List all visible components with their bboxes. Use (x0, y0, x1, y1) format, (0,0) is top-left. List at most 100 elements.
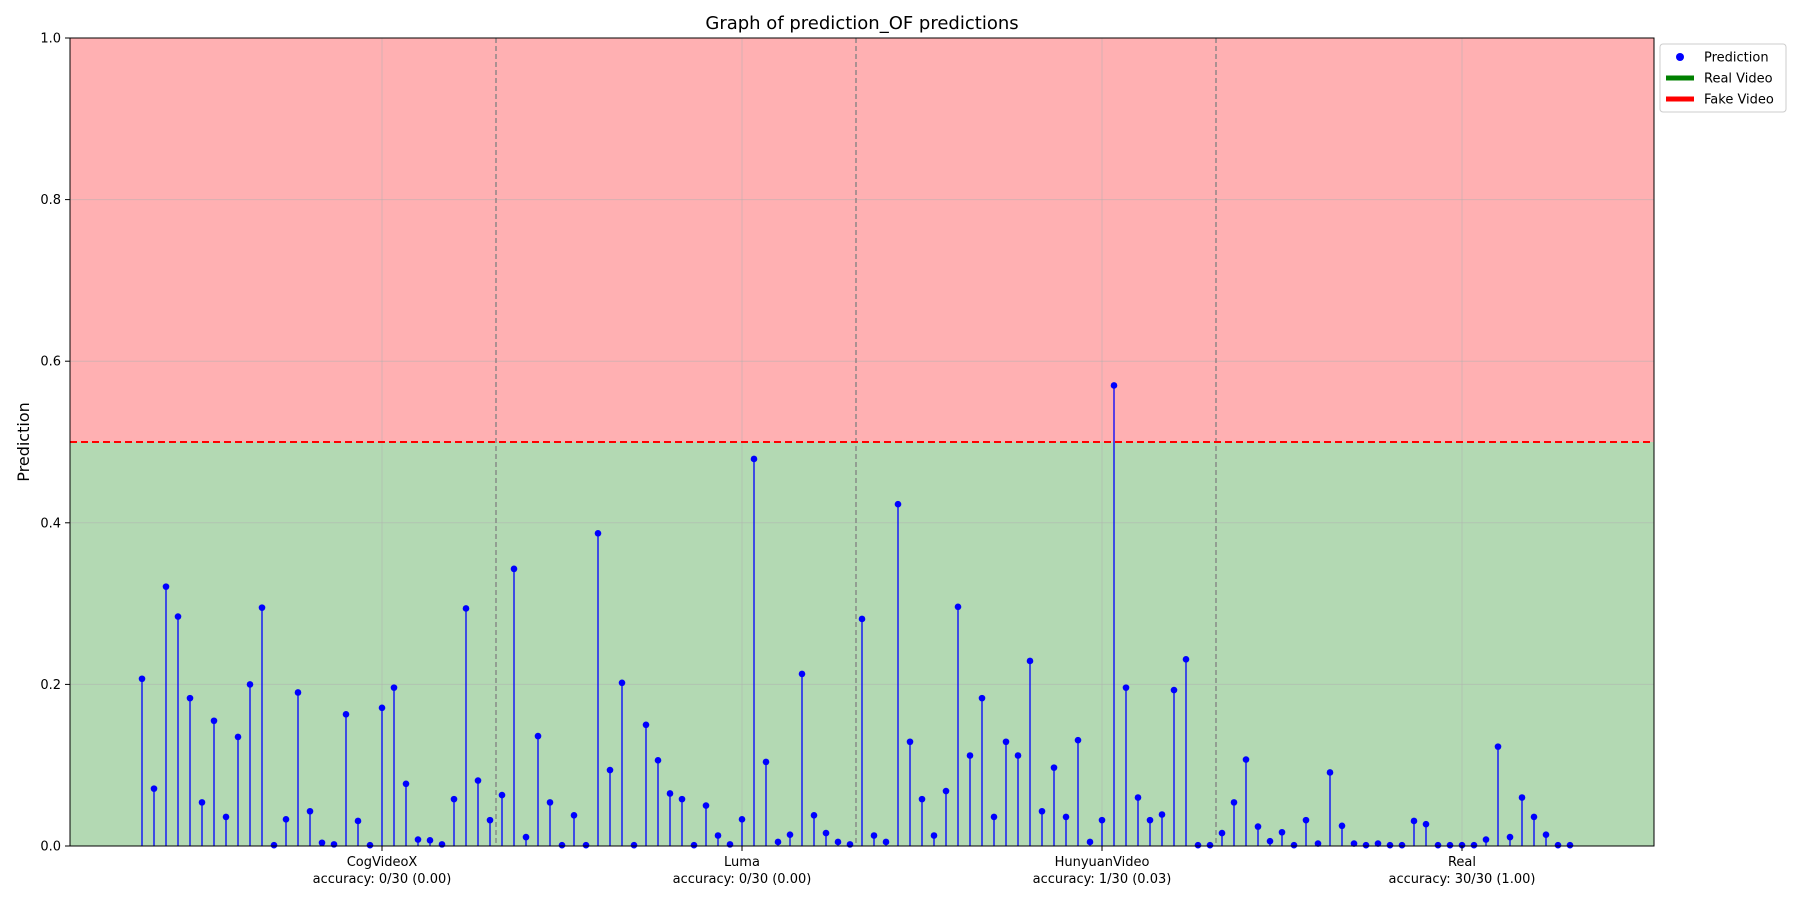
prediction-point (174, 613, 182, 620)
prediction-point (978, 694, 986, 702)
prediction-point (618, 679, 626, 687)
fake-video-region (70, 38, 1654, 442)
prediction-point (1530, 813, 1538, 821)
x-tick-group-name: HunyuanVideo (1055, 855, 1150, 870)
prediction-point (1074, 736, 1082, 744)
y-tick-label: 0.4 (40, 516, 61, 531)
plot-frame (69, 37, 1655, 847)
prediction-point (654, 757, 662, 764)
prediction-point (1398, 841, 1406, 849)
prediction-point (810, 811, 818, 819)
prediction-point (1206, 841, 1214, 849)
prediction-point (966, 752, 974, 759)
prediction-point (414, 836, 422, 843)
prediction-point (594, 530, 602, 537)
prediction-point (1290, 841, 1298, 849)
y-axis-label: Prediction (14, 402, 33, 481)
prediction-point (894, 500, 902, 508)
prediction-point (222, 813, 230, 821)
prediction-point (510, 565, 518, 573)
prediction-point (918, 795, 926, 803)
prediction-point (1110, 382, 1118, 389)
prediction-point (1374, 840, 1382, 847)
prediction-point (486, 816, 494, 824)
prediction-point (1518, 794, 1526, 801)
prediction-point (270, 841, 278, 849)
y-axis-ticks: 0.0 0.2 0.4 0.6 0.8 1.0 (40, 32, 70, 855)
prediction-point (1302, 816, 1310, 824)
prediction-point (1494, 743, 1502, 750)
prediction-point (1266, 837, 1274, 845)
prediction-point (546, 799, 554, 806)
prediction-point (822, 829, 830, 837)
y-tick-label: 0.8 (40, 193, 61, 208)
prediction-point (762, 758, 770, 766)
prediction-point (1470, 841, 1478, 849)
prediction-point (690, 841, 698, 849)
prediction-point (606, 766, 614, 774)
prediction-point (1254, 823, 1262, 830)
prediction-point (246, 681, 254, 688)
prediction-point (234, 733, 242, 741)
prediction-point (1026, 657, 1034, 665)
prediction-point (954, 603, 962, 611)
prediction-point (942, 787, 950, 795)
prediction-point (378, 704, 386, 712)
prediction-point (1230, 799, 1238, 806)
prediction-point (354, 817, 362, 825)
prediction-point (1038, 807, 1046, 815)
prediction-point (786, 831, 794, 838)
legend-box (1659, 43, 1787, 113)
prediction-point (1158, 811, 1166, 818)
y-tick-label: 0.0 (40, 840, 61, 855)
prediction-point (330, 841, 338, 848)
prediction-point (1182, 656, 1190, 663)
prediction-point (1050, 764, 1058, 771)
prediction-points (138, 382, 1574, 849)
prediction-point (426, 837, 434, 844)
prediction-point (162, 583, 170, 590)
prediction-point (150, 785, 158, 792)
prediction-point (342, 710, 350, 718)
prediction-point (474, 777, 482, 784)
x-tick-group-name: Real (1448, 855, 1476, 870)
prediction-point (1350, 840, 1358, 847)
prediction-point (1338, 822, 1346, 830)
x-tick-group-name: Luma (724, 855, 760, 870)
prediction-point (1362, 841, 1370, 849)
legend-label: Prediction (1704, 51, 1769, 66)
prediction-point (846, 841, 854, 848)
prediction-point (774, 838, 782, 846)
prediction-point (366, 841, 374, 849)
prediction-point (210, 717, 218, 725)
prediction-point (738, 816, 746, 823)
prediction-point (990, 813, 998, 821)
prediction-point (750, 455, 758, 463)
prediction-point (1542, 831, 1550, 838)
y-tick-label: 0.2 (40, 678, 61, 693)
prediction-point (558, 841, 566, 849)
prediction-point (1122, 684, 1130, 691)
prediction-point (1218, 829, 1226, 837)
x-tick-group-name: CogVideoX (347, 855, 418, 870)
prediction-stems (141, 385, 1571, 846)
prediction-point (570, 811, 578, 819)
prediction-point (930, 832, 938, 839)
prediction-point (678, 795, 686, 803)
prediction-point (834, 838, 842, 846)
prediction-point (702, 802, 710, 809)
prediction-point (642, 721, 650, 729)
prediction-point (666, 790, 674, 797)
prediction-point (906, 738, 914, 746)
prediction-point (882, 838, 890, 846)
prediction-point (438, 841, 446, 848)
x-tick-accuracy: accuracy: 0/30 (0.00) (313, 872, 452, 887)
x-tick-accuracy: accuracy: 0/30 (0.00) (673, 872, 812, 887)
prediction-point (462, 605, 470, 612)
prediction-point (726, 841, 734, 848)
x-axis-ticks: CogVideoX accuracy: 0/30 (0.00) Luma accura… (313, 846, 1535, 887)
prediction-point (1146, 816, 1154, 824)
prediction-point (1098, 816, 1106, 824)
prediction-point (522, 833, 530, 841)
prediction-point (138, 675, 146, 683)
